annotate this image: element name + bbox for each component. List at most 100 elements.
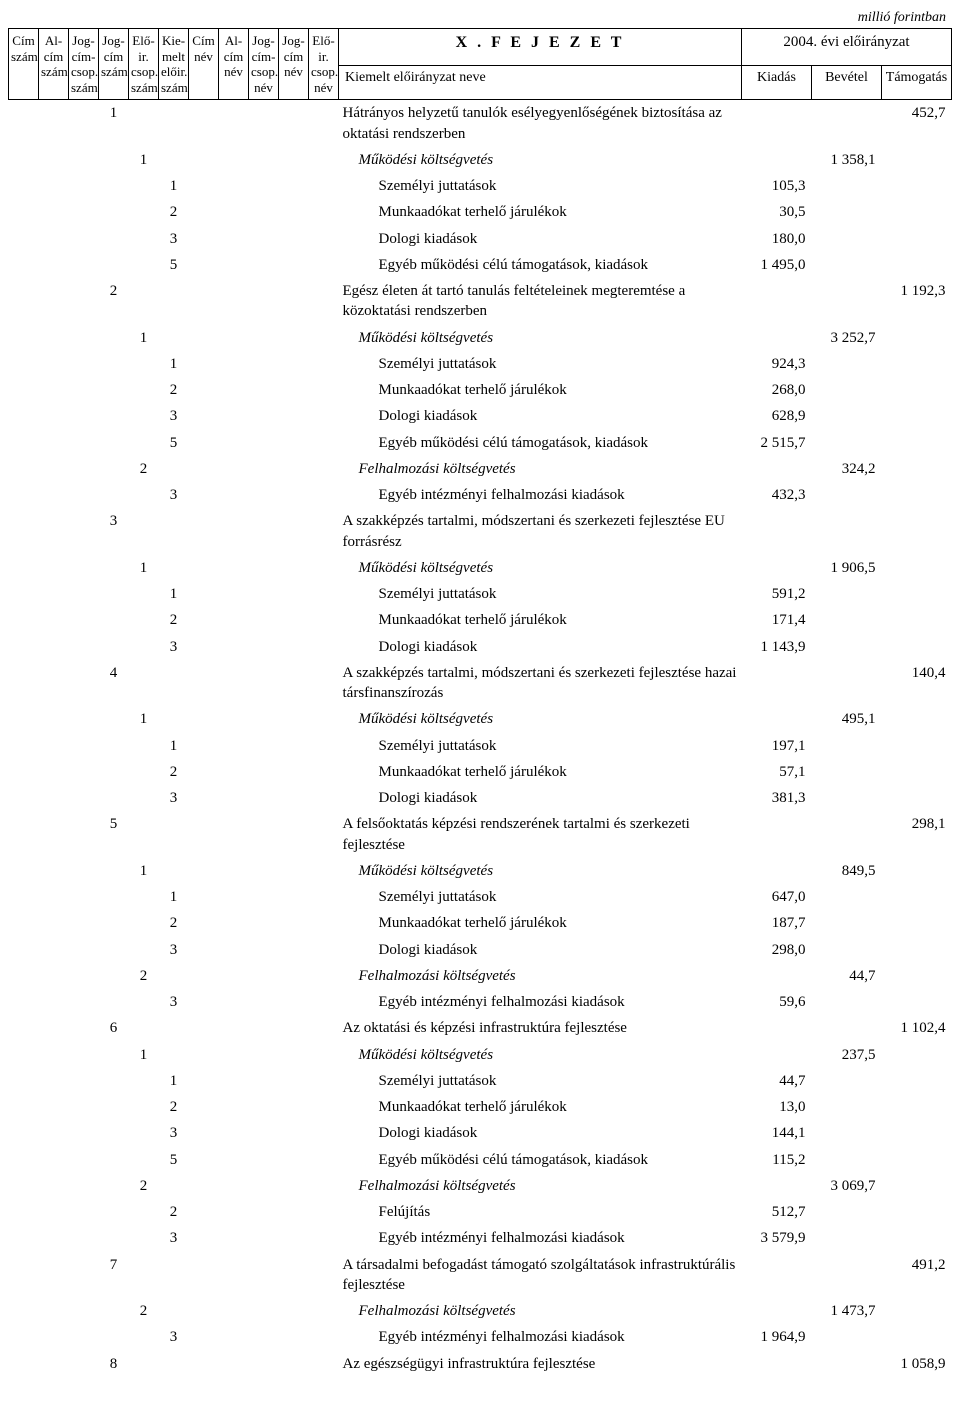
num-cell xyxy=(9,1298,39,1324)
num-cell xyxy=(309,607,339,633)
num-cell xyxy=(309,199,339,225)
tamogatas-cell xyxy=(881,858,951,884)
num-cell xyxy=(69,377,99,403)
kiadas-cell: 187,7 xyxy=(741,910,811,936)
kiadas-cell xyxy=(741,1042,811,1068)
name-cell: Egész életen át tartó tanulás feltételei… xyxy=(339,278,742,325)
num-cell: 7 xyxy=(99,1252,129,1299)
num-cell xyxy=(39,660,69,707)
num-cell xyxy=(309,910,339,936)
num-cell xyxy=(9,430,39,456)
num-cell xyxy=(219,858,249,884)
num-cell xyxy=(189,660,219,707)
tamogatas-cell xyxy=(881,937,951,963)
table-row: 2Munkaadókat terhelő járulékok13,0 xyxy=(9,1094,952,1120)
num-cell xyxy=(9,607,39,633)
num-cell xyxy=(219,785,249,811)
num-cell xyxy=(129,377,159,403)
num-cell xyxy=(9,1120,39,1146)
num-cell xyxy=(279,1042,309,1068)
num-cell xyxy=(279,858,309,884)
num-cell xyxy=(249,278,279,325)
num-cell xyxy=(219,1042,249,1068)
tamogatas-cell xyxy=(881,785,951,811)
num-cell xyxy=(159,278,189,325)
num-cell xyxy=(219,660,249,707)
num-cell xyxy=(279,1068,309,1094)
num-cell xyxy=(39,607,69,633)
num-cell xyxy=(189,989,219,1015)
num-cell xyxy=(279,1173,309,1199)
num-cell xyxy=(39,199,69,225)
name-cell: Egyéb intézményi felhalmozási kiadások xyxy=(339,989,742,1015)
num-cell xyxy=(189,1015,219,1041)
table-row: 1Személyi juttatások44,7 xyxy=(9,1068,952,1094)
num-cell xyxy=(159,1351,189,1377)
num-cell xyxy=(69,607,99,633)
num-cell xyxy=(219,508,249,555)
num-cell xyxy=(69,456,99,482)
table-row: 3Dologi kiadások1 143,9 xyxy=(9,634,952,660)
num-cell: 3 xyxy=(99,508,129,555)
kiadas-cell: 512,7 xyxy=(741,1199,811,1225)
tamogatas-cell xyxy=(881,351,951,377)
num-cell: 1 xyxy=(159,173,189,199)
unit-label: millió forintban xyxy=(8,10,952,26)
num-cell xyxy=(309,811,339,858)
num-cell xyxy=(99,147,129,173)
num-cell xyxy=(219,199,249,225)
num-cell xyxy=(219,811,249,858)
num-cell xyxy=(129,199,159,225)
num-cell xyxy=(9,100,39,147)
table-body: 1Hátrányos helyzetű tanulók esélyegyenlő… xyxy=(9,100,952,1377)
num-cell xyxy=(279,508,309,555)
num-cell xyxy=(99,1147,129,1173)
name-cell: A szakképzés tartalmi, módszertani és sz… xyxy=(339,660,742,707)
num-cell: 1 xyxy=(129,858,159,884)
bevetel-cell xyxy=(811,173,881,199)
bevetel-cell: 1 906,5 xyxy=(811,555,881,581)
num-cell xyxy=(219,1094,249,1120)
num-cell xyxy=(9,351,39,377)
num-cell xyxy=(39,100,69,147)
name-cell: Munkaadókat terhelő járulékok xyxy=(339,759,742,785)
num-cell xyxy=(99,351,129,377)
table-row: 1Működési költségvetés495,1 xyxy=(9,706,952,732)
num-cell xyxy=(279,607,309,633)
name-cell: Működési költségvetés xyxy=(339,706,742,732)
num-cell xyxy=(279,634,309,660)
kiadas-cell xyxy=(741,706,811,732)
bevetel-cell xyxy=(811,1252,881,1299)
num-cell xyxy=(219,706,249,732)
num-cell xyxy=(189,581,219,607)
table-row: 5A felsőoktatás képzési rendszerének tar… xyxy=(9,811,952,858)
num-cell: 1 xyxy=(129,325,159,351)
name-cell: Egyéb intézményi felhalmozási kiadások xyxy=(339,1324,742,1350)
num-cell xyxy=(69,325,99,351)
num-cell: 1 xyxy=(159,351,189,377)
num-cell xyxy=(279,1120,309,1146)
num-cell xyxy=(219,351,249,377)
name-cell: Dologi kiadások xyxy=(339,1120,742,1146)
tamogatas-cell xyxy=(881,1324,951,1350)
num-cell xyxy=(279,430,309,456)
num-cell xyxy=(279,706,309,732)
table-row: 3Dologi kiadások180,0 xyxy=(9,226,952,252)
num-cell xyxy=(39,910,69,936)
num-cell: 2 xyxy=(129,963,159,989)
num-cell: 3 xyxy=(159,937,189,963)
num-cell xyxy=(39,508,69,555)
bevetel-cell xyxy=(811,1094,881,1120)
num-cell xyxy=(9,989,39,1015)
num-cell xyxy=(39,884,69,910)
num-cell: 3 xyxy=(159,634,189,660)
kiadas-cell: 44,7 xyxy=(741,1068,811,1094)
num-cell xyxy=(9,1225,39,1251)
num-cell xyxy=(39,1147,69,1173)
num-cell xyxy=(249,634,279,660)
num-cell xyxy=(39,759,69,785)
table-row: 1Működési költségvetés1 358,1 xyxy=(9,147,952,173)
num-cell xyxy=(219,1173,249,1199)
num-cell xyxy=(189,1298,219,1324)
num-cell xyxy=(69,937,99,963)
